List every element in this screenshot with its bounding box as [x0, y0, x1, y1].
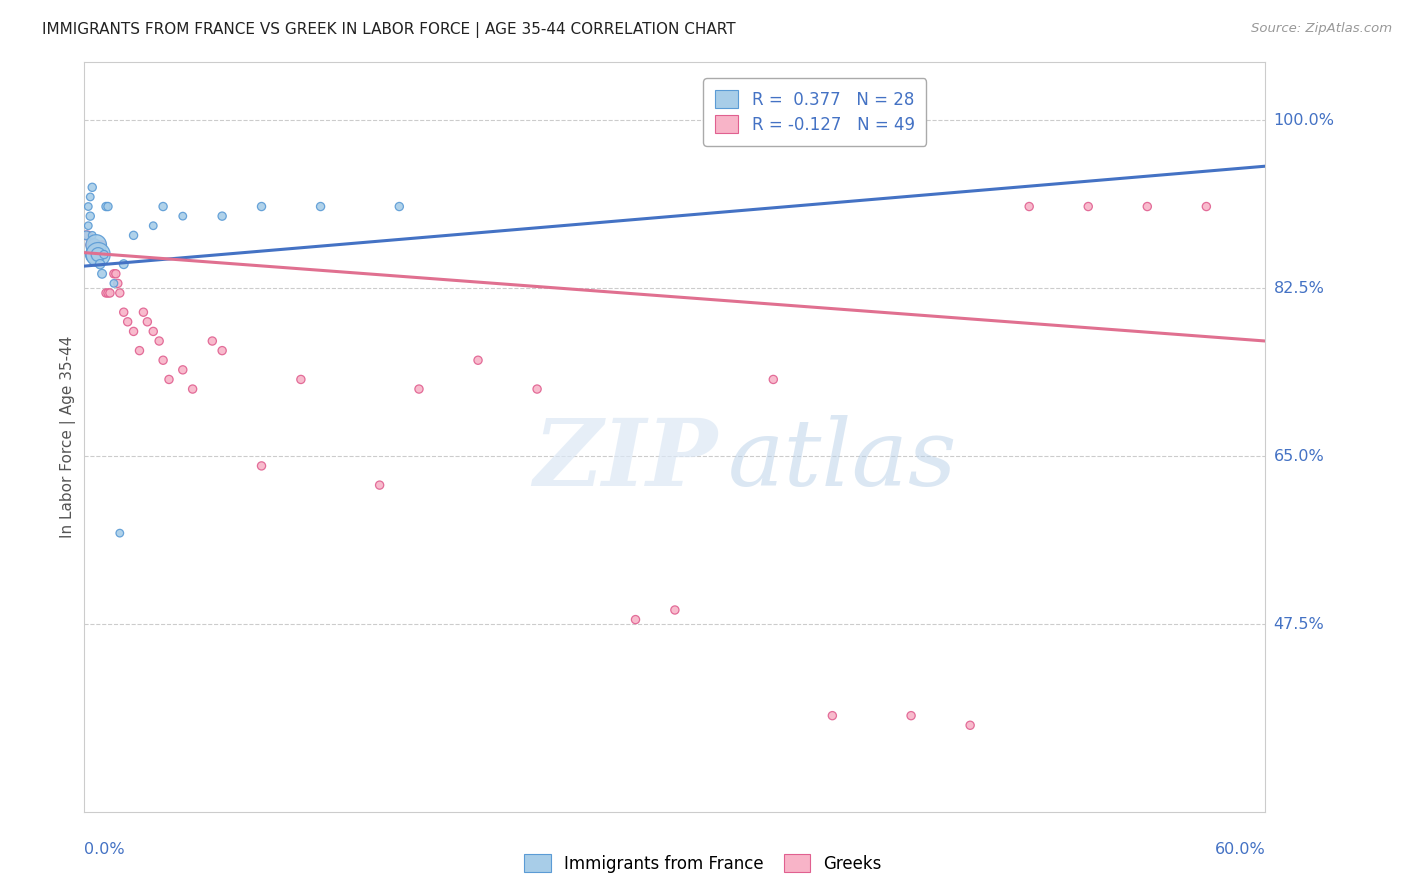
Point	[128, 343, 150, 358]
Point	[290, 372, 312, 386]
Point	[87, 247, 110, 261]
Text: 0.0%: 0.0%	[84, 842, 125, 857]
Point	[79, 238, 101, 252]
Point	[388, 200, 411, 214]
Point	[77, 200, 100, 214]
Point	[84, 247, 107, 261]
Point	[83, 238, 105, 252]
Point	[250, 200, 273, 214]
Text: atlas: atlas	[728, 415, 957, 505]
Point	[762, 372, 785, 386]
Text: 82.5%: 82.5%	[1274, 281, 1324, 295]
Point	[83, 247, 105, 261]
Legend: R =  0.377   N = 28, R = -0.127   N = 49: R = 0.377 N = 28, R = -0.127 N = 49	[703, 78, 927, 145]
Text: 100.0%: 100.0%	[1274, 112, 1334, 128]
Point	[82, 238, 104, 252]
Legend: Immigrants from France, Greeks: Immigrants from France, Greeks	[517, 847, 889, 880]
Point	[82, 228, 104, 243]
Point	[84, 238, 107, 252]
Point	[75, 228, 97, 243]
Point	[94, 200, 117, 214]
Point	[91, 267, 114, 281]
Point	[104, 267, 127, 281]
Point	[900, 708, 922, 723]
Point	[1195, 200, 1218, 214]
Point	[1136, 200, 1159, 214]
Y-axis label: In Labor Force | Age 35-44: In Labor Force | Age 35-44	[60, 336, 76, 538]
Point	[103, 277, 125, 291]
Point	[82, 180, 104, 194]
Point	[77, 219, 100, 233]
Point	[148, 334, 170, 348]
Point	[309, 200, 332, 214]
Point	[152, 200, 174, 214]
Point	[89, 257, 111, 271]
Point	[132, 305, 155, 319]
Point	[959, 718, 981, 732]
Point	[83, 238, 105, 252]
Point	[122, 325, 145, 339]
Point	[79, 190, 101, 204]
Point	[152, 353, 174, 368]
Point	[93, 247, 115, 261]
Point	[117, 315, 139, 329]
Text: Source: ZipAtlas.com: Source: ZipAtlas.com	[1251, 22, 1392, 36]
Point	[142, 325, 165, 339]
Point	[77, 228, 100, 243]
Text: IMMIGRANTS FROM FRANCE VS GREEK IN LABOR FORCE | AGE 35-44 CORRELATION CHART: IMMIGRANTS FROM FRANCE VS GREEK IN LABOR…	[42, 22, 735, 38]
Point	[98, 285, 121, 300]
Point	[368, 478, 391, 492]
Point	[1077, 200, 1099, 214]
Point	[93, 247, 115, 261]
Point	[821, 708, 844, 723]
Point	[97, 200, 120, 214]
Text: ZIP: ZIP	[533, 415, 717, 505]
Point	[112, 305, 135, 319]
Point	[87, 238, 110, 252]
Point	[467, 353, 489, 368]
Point	[526, 382, 548, 396]
Point	[89, 247, 111, 261]
Point	[75, 228, 97, 243]
Point	[664, 603, 686, 617]
Point	[136, 315, 159, 329]
Point	[79, 209, 101, 223]
Point	[108, 526, 131, 541]
Point	[112, 257, 135, 271]
Point	[211, 209, 233, 223]
Point	[91, 238, 114, 252]
Text: 65.0%: 65.0%	[1274, 449, 1324, 464]
Point	[142, 219, 165, 233]
Point	[172, 363, 194, 377]
Point	[94, 285, 117, 300]
Text: 60.0%: 60.0%	[1215, 842, 1265, 857]
Point	[250, 458, 273, 473]
Point	[107, 277, 129, 291]
Point	[172, 209, 194, 223]
Point	[181, 382, 204, 396]
Text: 47.5%: 47.5%	[1274, 617, 1324, 632]
Point	[157, 372, 180, 386]
Point	[624, 613, 647, 627]
Point	[97, 285, 120, 300]
Point	[122, 228, 145, 243]
Point	[1018, 200, 1040, 214]
Point	[83, 247, 105, 261]
Point	[79, 238, 101, 252]
Point	[408, 382, 430, 396]
Point	[103, 267, 125, 281]
Point	[211, 343, 233, 358]
Point	[108, 285, 131, 300]
Point	[201, 334, 224, 348]
Point	[87, 247, 110, 261]
